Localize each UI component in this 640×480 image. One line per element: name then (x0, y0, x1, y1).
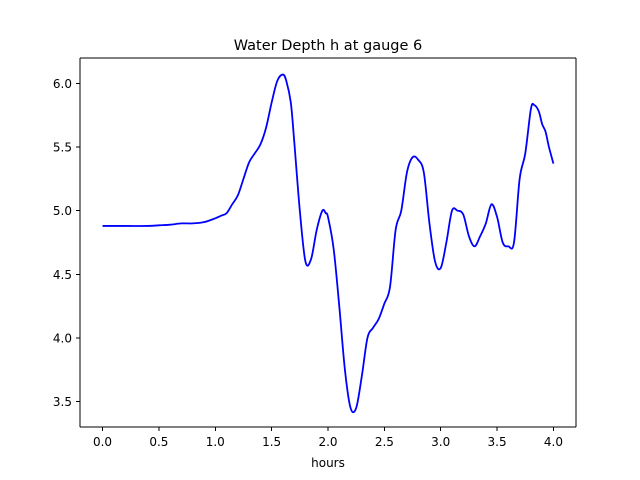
series-line-0 (102, 73, 555, 414)
y-tick-label: 5.5 (53, 141, 72, 155)
plot-layer: 0.0 0.5 1.0 1.5 2.0 2.5 3.0 3.5 4.0 3.5 4.0 4.5 5.0 5… (53, 57, 577, 449)
x-tick-label: 0.5 (149, 435, 168, 449)
x-tick-label: 2.0 (318, 435, 337, 449)
x-tick-label: 1.5 (262, 435, 281, 449)
y-tick-label: 3.5 (53, 395, 72, 409)
x-tick-label: 3.0 (431, 435, 450, 449)
y-tick-label: 5.0 (53, 204, 72, 218)
x-tick-label: 1.0 (206, 435, 225, 449)
x-tick-label: 0.0 (93, 435, 112, 449)
y-tick-label: 4.0 (53, 331, 72, 345)
chart-title: Water Depth h at gauge 6 (234, 38, 422, 54)
y-tick-label: 4.5 (53, 268, 72, 282)
x-tick-label: 3.5 (488, 435, 507, 449)
y-tick-label: 6.0 (53, 77, 72, 91)
x-tick-label: 2.5 (375, 435, 394, 449)
x-tick-label: 4.0 (544, 435, 563, 449)
x-axis-label: hours (311, 456, 345, 470)
